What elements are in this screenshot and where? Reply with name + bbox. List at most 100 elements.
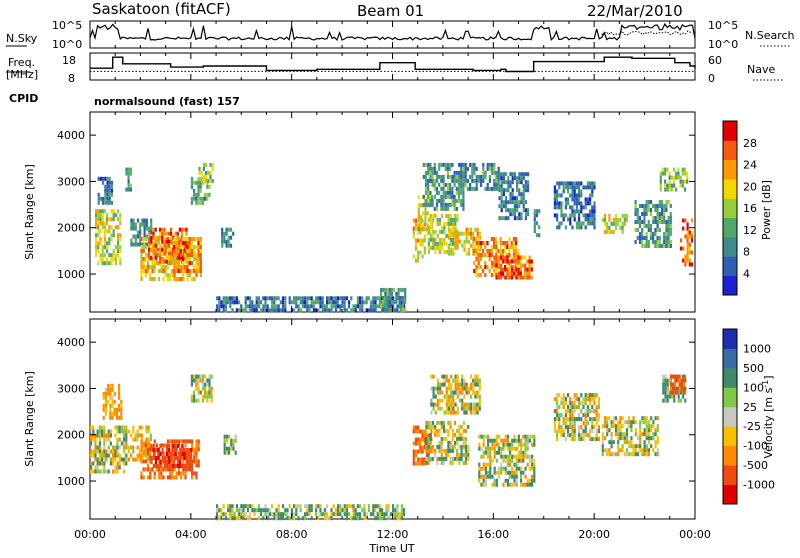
data-cell [125, 437, 128, 442]
data-cell [149, 265, 152, 269]
data-cell [478, 247, 481, 252]
data-cell [440, 436, 443, 441]
data-cell [268, 296, 271, 301]
data-cell [386, 307, 389, 312]
data-cell [304, 300, 307, 305]
data-cell [502, 454, 505, 459]
data-cell [425, 432, 428, 437]
data-cell [381, 512, 384, 517]
data-cell [517, 454, 520, 459]
data-cell [505, 200, 508, 205]
data-cell [567, 217, 570, 222]
data-cell [193, 277, 196, 281]
data-cell [235, 504, 238, 509]
data-cell [475, 273, 478, 277]
data-cell [519, 255, 522, 260]
data-cell [138, 453, 141, 458]
data-cell [98, 457, 101, 462]
data-cell [591, 437, 594, 442]
data-cell [526, 462, 529, 467]
noise-sky-line [89, 22, 696, 42]
data-cell [350, 296, 353, 301]
data-cell [125, 167, 128, 172]
data-cell [488, 257, 491, 261]
data-cell [443, 225, 446, 230]
data-cell [110, 192, 113, 197]
data-cell [462, 436, 465, 441]
data-cell [282, 308, 285, 313]
data-cell [163, 456, 166, 460]
data-cell [533, 434, 536, 439]
data-cell [573, 189, 576, 194]
data-cell [528, 482, 531, 487]
data-cell [522, 192, 525, 197]
data-cell [524, 208, 527, 213]
data-cell [319, 300, 322, 305]
data-cell [628, 416, 631, 421]
data-cell [262, 308, 265, 313]
data-cell [636, 216, 639, 220]
data-cell [680, 382, 683, 387]
data-cell [562, 401, 565, 406]
data-cell [427, 166, 430, 171]
data-cell [509, 172, 512, 177]
data-cell [191, 475, 194, 480]
data-cell [99, 209, 102, 214]
data-cell [467, 231, 470, 236]
data-cell [454, 402, 457, 407]
data-cell [453, 182, 456, 187]
data-cell [315, 512, 318, 517]
data-cell [419, 242, 422, 247]
data-cell [491, 458, 494, 463]
data-cell [101, 425, 104, 430]
data-cell [417, 218, 420, 223]
data-cell [573, 209, 576, 214]
data-cell [476, 378, 479, 383]
data-cell [463, 231, 466, 236]
data-cell [151, 261, 154, 265]
data-cell [140, 459, 143, 464]
data-cell [617, 420, 620, 425]
data-cell [312, 308, 315, 313]
data-cell [454, 390, 457, 395]
data-cell [431, 182, 434, 187]
data-cell [123, 469, 126, 474]
data-cell [524, 212, 527, 217]
data-cell [144, 459, 147, 464]
data-cell [235, 300, 238, 305]
data-cell [105, 469, 108, 474]
data-cell [658, 212, 661, 216]
data-cell [195, 265, 198, 269]
data-cell [446, 206, 450, 211]
data-cell [489, 462, 492, 467]
data-cell [206, 382, 209, 387]
data-cell [419, 441, 422, 446]
data-cell [659, 179, 662, 184]
data-cell [323, 516, 326, 521]
data-cell [386, 303, 389, 308]
data-cell [90, 437, 93, 442]
data-cell [497, 271, 500, 276]
data-cell [114, 261, 117, 266]
data-cell [452, 233, 455, 238]
data-cell [389, 512, 392, 517]
data-cell [370, 512, 373, 517]
data-cell [350, 516, 353, 521]
data-cell [482, 269, 485, 273]
data-cell [244, 300, 247, 305]
data-cell [130, 453, 133, 458]
data-cell [175, 249, 178, 253]
data-cell [480, 454, 483, 459]
data-cell [511, 200, 514, 205]
data-cell [526, 438, 529, 443]
data-cell [556, 193, 559, 198]
data-cell [504, 478, 507, 483]
x-tick-label: 16:00 [477, 528, 509, 541]
data-cell [279, 512, 282, 517]
data-cell [337, 512, 340, 517]
data-cell [186, 273, 189, 277]
data-cell [477, 253, 480, 257]
data-cell [584, 185, 587, 190]
y-tick-label: 4000 [57, 336, 85, 349]
data-cell [507, 216, 510, 221]
